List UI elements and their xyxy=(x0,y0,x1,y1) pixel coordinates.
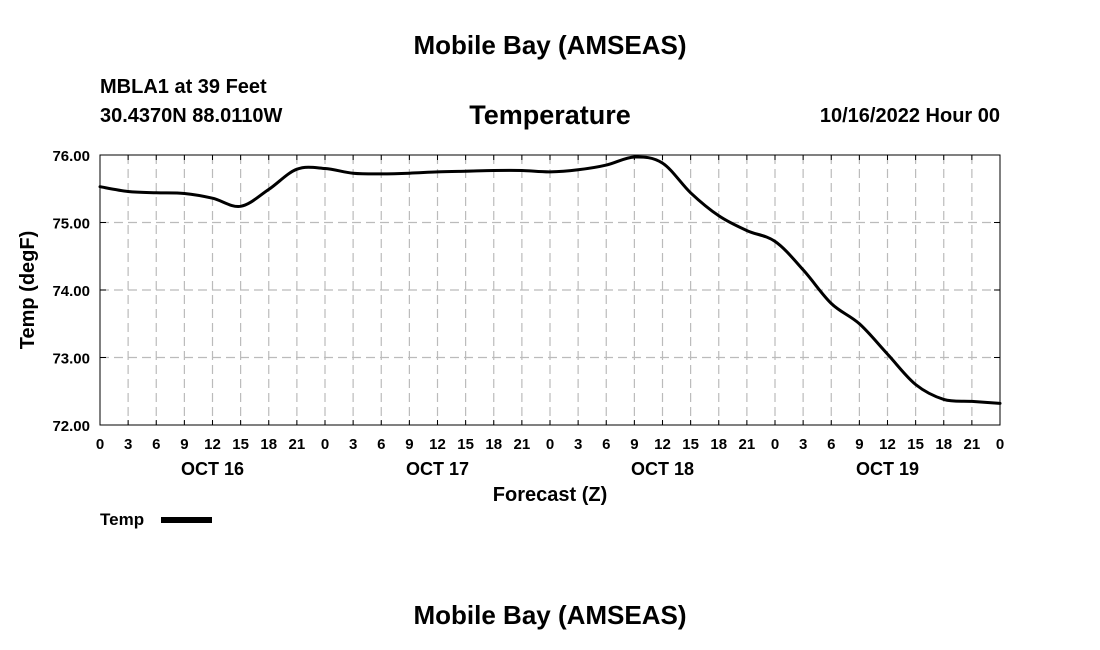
x-tick-label: 9 xyxy=(405,436,413,453)
grid-lines xyxy=(100,155,1000,425)
x-tick-label: 9 xyxy=(855,436,863,453)
y-tick-label: 75.00 xyxy=(52,216,90,233)
x-tick-label: 9 xyxy=(180,436,188,453)
x-tick-label: 6 xyxy=(152,436,160,453)
x-tick-label: 21 xyxy=(289,436,306,453)
coordinates-label: 30.4370N 88.0110W xyxy=(100,105,283,127)
x-tick-label: 3 xyxy=(124,436,132,453)
y-tick-label: 76.00 xyxy=(52,148,90,165)
x-tick-label: 15 xyxy=(457,436,474,453)
x-tick-label: 3 xyxy=(574,436,582,453)
legend-label-temp: Temp xyxy=(100,510,144,529)
x-tick-label: 18 xyxy=(485,436,502,453)
x-tick-label: 0 xyxy=(546,436,554,453)
station-label: MBLA1 at 39 Feet xyxy=(100,76,267,98)
x-tick-label: 6 xyxy=(827,436,835,453)
date-labels: OCT 16 OCT 17 OCT 18 OCT 19 xyxy=(181,459,919,479)
y-tick-label: 72.00 xyxy=(52,418,90,435)
date-label: OCT 19 xyxy=(856,459,919,479)
x-tick-label: 9 xyxy=(630,436,638,453)
x-tick-label: 0 xyxy=(321,436,329,453)
x-tick-labels: 0 3 6 9 12 15 18 21 0 3 6 9 12 15 18 21 0 3 6 9 12 15 18 21 0 3 6 9… xyxy=(96,436,1004,453)
date-label: OCT 18 xyxy=(631,459,694,479)
x-tick-label: 15 xyxy=(682,436,699,453)
x-tick-label: 21 xyxy=(739,436,756,453)
x-tick-label: 0 xyxy=(996,436,1004,453)
y-tick-labels: 72.00 73.00 74.00 75.00 76.00 xyxy=(52,148,90,435)
temp-series-line xyxy=(98,155,1002,405)
x-tick-label: 18 xyxy=(260,436,277,453)
x-tick-label: 12 xyxy=(879,436,896,453)
x-axis-title: Forecast (Z) xyxy=(493,484,607,506)
date-label: OCT 17 xyxy=(406,459,469,479)
date-label: OCT 16 xyxy=(181,459,244,479)
x-tick-label: 18 xyxy=(935,436,952,453)
x-tick-label: 3 xyxy=(799,436,807,453)
x-tick-label: 21 xyxy=(514,436,531,453)
x-tick-label: 15 xyxy=(907,436,924,453)
x-tick-label: 0 xyxy=(771,436,779,453)
y-tick-label: 74.00 xyxy=(52,283,90,300)
x-tick-label: 18 xyxy=(710,436,727,453)
axis-ticks xyxy=(99,154,1001,426)
y-tick-label: 73.00 xyxy=(52,351,90,368)
x-tick-label: 21 xyxy=(964,436,981,453)
x-tick-label: 0 xyxy=(96,436,104,453)
x-tick-label: 12 xyxy=(429,436,446,453)
x-tick-label: 12 xyxy=(654,436,671,453)
next-chart-title: Mobile Bay (AMSEAS) xyxy=(413,600,687,630)
x-tick-label: 6 xyxy=(377,436,385,453)
x-tick-label: 6 xyxy=(602,436,610,453)
chart-header-title: Mobile Bay (AMSEAS) xyxy=(413,30,687,60)
chart-title: Temperature xyxy=(469,100,631,130)
x-tick-label: 3 xyxy=(349,436,357,453)
x-tick-label: 12 xyxy=(204,436,221,453)
forecast-datetime: 10/16/2022 Hour 00 xyxy=(819,105,1000,127)
x-tick-label: 15 xyxy=(232,436,249,453)
y-axis-title: Temp (degF) xyxy=(17,231,39,350)
